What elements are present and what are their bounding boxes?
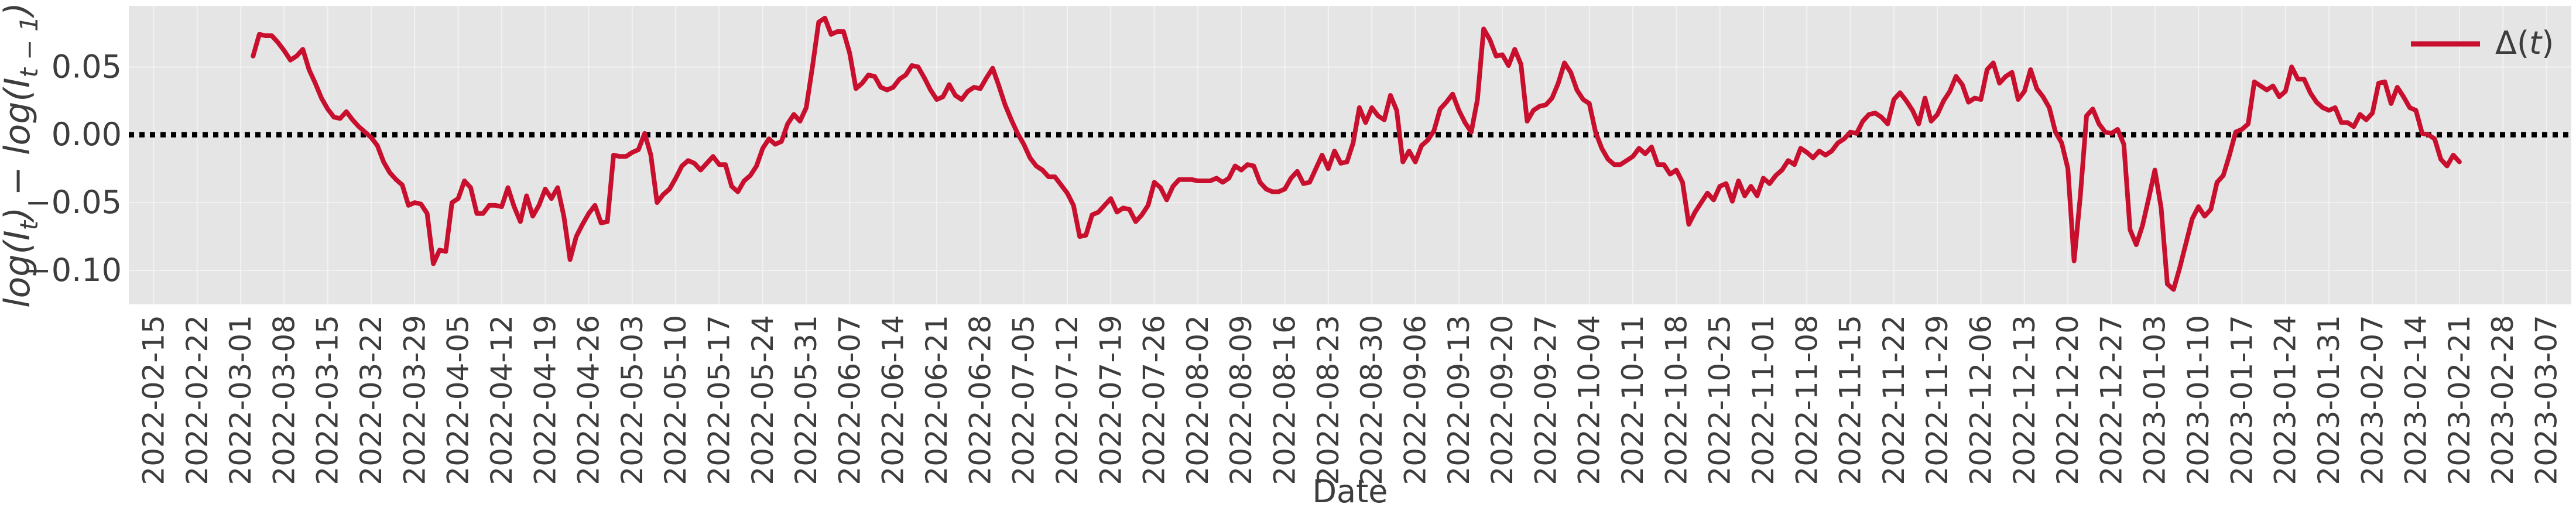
y-axis-label: log(It) − log(It − 1) xyxy=(0,2,43,308)
x-tick-label: 2022-07-12 xyxy=(1050,315,1084,485)
x-tick-label: 2022-06-14 xyxy=(876,315,910,485)
x-tick-label: 2022-11-29 xyxy=(1920,315,1954,485)
x-tick-label: 2022-03-01 xyxy=(224,315,258,485)
x-tick-label: 2022-02-22 xyxy=(180,315,214,485)
x-tick-label: 2022-05-03 xyxy=(615,315,649,485)
x-tick-label: 2023-02-21 xyxy=(2443,315,2476,485)
x-tick-label: 2022-03-22 xyxy=(354,315,388,485)
y-tick-labels: −0.10 −0.05 0.00 0.05 xyxy=(25,48,122,289)
x-tick-label: 2022-06-28 xyxy=(963,315,997,485)
x-tick-label: 2023-01-24 xyxy=(2269,315,2303,485)
x-tick-label: 2022-06-21 xyxy=(920,315,954,485)
y-tick-label: −0.05 xyxy=(25,184,122,221)
x-tick-label: 2022-04-19 xyxy=(528,315,562,485)
x-tick-label: 2022-12-27 xyxy=(2094,315,2128,485)
y-tick-label: 0.05 xyxy=(52,48,122,85)
x-tick-label: 2022-12-13 xyxy=(2008,315,2041,485)
x-tick-label: 2023-02-07 xyxy=(2355,315,2389,485)
x-tick-label: 2022-03-29 xyxy=(398,315,431,485)
x-tick-label: 2022-03-15 xyxy=(311,315,345,485)
x-tick-label: 2023-02-28 xyxy=(2486,315,2520,485)
x-tick-label: 2022-04-26 xyxy=(572,315,606,485)
x-tick-label: 2022-04-05 xyxy=(441,315,475,485)
x-tick-label: 2022-05-31 xyxy=(789,315,823,485)
x-tick-label: 2022-11-22 xyxy=(1877,315,1911,485)
x-tick-label: 2023-01-17 xyxy=(2225,315,2259,485)
x-tick-label: 2022-09-13 xyxy=(1442,315,1476,485)
x-tick-label: 2023-03-07 xyxy=(2530,315,2564,485)
x-tick-label: 2022-08-02 xyxy=(1181,315,1215,485)
x-tick-label: 2022-10-25 xyxy=(1703,315,1737,485)
x-tick-label: 2022-07-05 xyxy=(1007,315,1041,485)
x-tick-label: 2022-08-09 xyxy=(1224,315,1258,485)
x-tick-label: 2022-10-04 xyxy=(1573,315,1606,485)
x-tick-label: 2023-01-10 xyxy=(2181,315,2215,485)
x-tick-label: 2022-09-06 xyxy=(1398,315,1432,485)
x-tick-label: 2022-09-27 xyxy=(1529,315,1563,485)
x-tick-label: 2022-07-26 xyxy=(1138,315,1171,485)
x-tick-label: 2022-07-19 xyxy=(1094,315,1128,485)
x-tick-label: 2023-01-03 xyxy=(2138,315,2172,485)
x-tick-label: 2022-12-20 xyxy=(2051,315,2085,485)
x-tick-label: 2022-03-08 xyxy=(267,315,301,485)
x-tick-label: 2022-11-08 xyxy=(1790,315,1824,485)
x-tick-label: 2022-08-30 xyxy=(1355,315,1389,485)
x-tick-label: 2022-05-10 xyxy=(659,315,693,485)
x-tick-label: 2022-09-20 xyxy=(1485,315,1519,485)
x-tick-label: 2022-11-01 xyxy=(1746,315,1780,485)
x-tick-label: 2022-10-18 xyxy=(1659,315,1693,485)
x-tick-label: 2022-05-24 xyxy=(746,315,780,485)
x-tick-label: 2022-08-23 xyxy=(1311,315,1345,485)
x-tick-label: 2022-11-15 xyxy=(1834,315,1868,485)
x-tick-label: 2022-05-17 xyxy=(702,315,736,485)
x-tick-label: 2022-02-15 xyxy=(136,315,170,485)
x-tick-labels: 2022-02-15 2022-02-22 2022-03-01 2022-03-08… xyxy=(136,315,2563,485)
x-tick-label: 2023-01-31 xyxy=(2312,315,2346,485)
legend: Δ(t) xyxy=(2411,25,2554,61)
y-tick-label: 0.00 xyxy=(52,116,122,153)
x-tick-label: 2023-02-14 xyxy=(2399,315,2433,485)
delta-series-line xyxy=(251,15,2462,292)
x-gridlines xyxy=(153,6,2547,304)
x-tick-label: 2022-06-07 xyxy=(833,315,866,485)
x-tick-label: 2022-10-11 xyxy=(1616,315,1650,485)
x-tick-label: 2022-04-12 xyxy=(485,315,519,485)
legend-label: Δ(t) xyxy=(2495,25,2554,61)
y-tick-label: −0.10 xyxy=(25,252,122,289)
x-tick-label: 2022-12-06 xyxy=(1964,315,1998,485)
x-axis-label: Date xyxy=(1312,473,1388,510)
x-tick-label: 2022-08-16 xyxy=(1268,315,1302,485)
